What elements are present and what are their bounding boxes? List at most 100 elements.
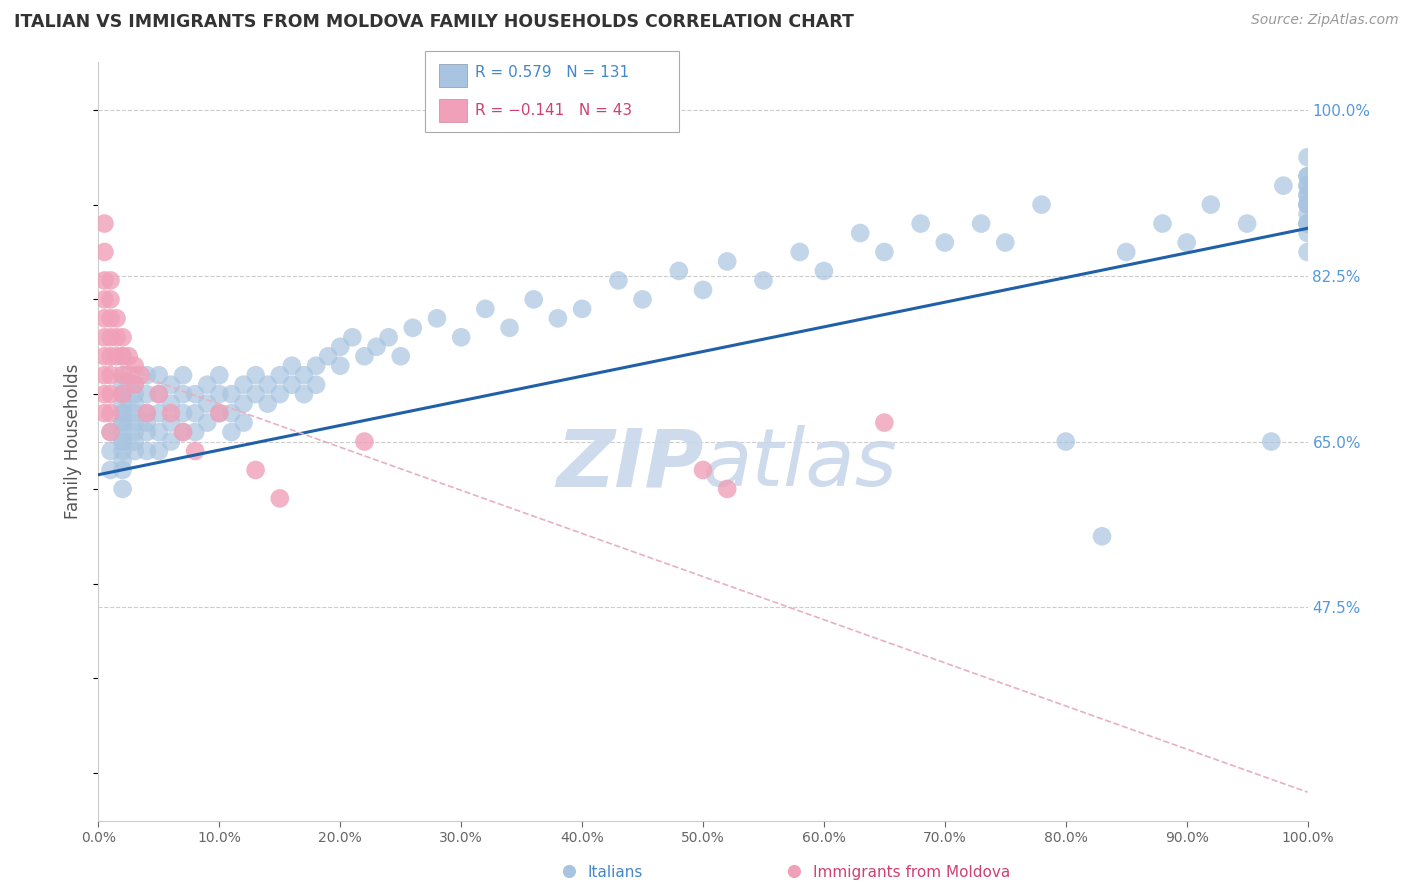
Point — [1296, 178, 1319, 193]
Point — [402, 320, 425, 334]
Point — [135, 444, 157, 458]
Point — [789, 244, 811, 259]
Text: R = −0.141   N = 43: R = −0.141 N = 43 — [475, 103, 633, 118]
Point — [111, 387, 134, 401]
Point — [111, 425, 134, 439]
Point — [100, 273, 122, 287]
Point — [269, 368, 291, 383]
Point — [124, 387, 146, 401]
Point — [1296, 178, 1319, 193]
Point — [124, 396, 146, 410]
Y-axis label: Family Households: Family Households — [65, 364, 83, 519]
Point — [1272, 178, 1295, 193]
Point — [281, 377, 304, 392]
Text: atlas: atlas — [703, 425, 898, 503]
Point — [93, 387, 115, 401]
Point — [111, 406, 134, 420]
Point — [105, 311, 128, 326]
Point — [813, 264, 835, 278]
Point — [124, 444, 146, 458]
Point — [571, 301, 593, 316]
Point — [498, 320, 520, 334]
Point — [118, 368, 141, 383]
Point — [558, 864, 581, 879]
Point — [256, 377, 278, 392]
Point — [208, 406, 231, 420]
Point — [934, 235, 956, 250]
Point — [1152, 217, 1174, 231]
Point — [124, 406, 146, 420]
Point — [353, 349, 375, 363]
Point — [1236, 217, 1258, 231]
Point — [1296, 169, 1319, 184]
Point — [1296, 188, 1319, 202]
Point — [172, 425, 194, 439]
Point — [547, 311, 569, 326]
Point — [245, 387, 267, 401]
Point — [148, 406, 170, 420]
Point — [148, 387, 170, 401]
Point — [100, 444, 122, 458]
Point — [111, 330, 134, 344]
Text: Source: ZipAtlas.com: Source: ZipAtlas.com — [1251, 13, 1399, 28]
Point — [269, 491, 291, 506]
Point — [195, 416, 218, 430]
Point — [1296, 150, 1319, 164]
Point — [232, 416, 254, 430]
Point — [366, 340, 388, 354]
Point — [100, 406, 122, 420]
Point — [160, 406, 183, 420]
Point — [1260, 434, 1282, 449]
Point — [783, 864, 806, 879]
Point — [100, 349, 122, 363]
Point — [105, 330, 128, 344]
Point — [111, 434, 134, 449]
Point — [208, 387, 231, 401]
Text: Immigrants from Moldova: Immigrants from Moldova — [813, 865, 1010, 880]
Point — [93, 244, 115, 259]
Point — [970, 217, 993, 231]
Point — [93, 217, 115, 231]
Point — [1296, 217, 1319, 231]
Point — [111, 387, 134, 401]
Point — [195, 377, 218, 392]
Point — [716, 482, 738, 496]
Point — [124, 359, 146, 373]
Point — [148, 368, 170, 383]
Point — [292, 368, 315, 383]
Point — [716, 254, 738, 268]
Point — [148, 387, 170, 401]
Point — [184, 406, 207, 420]
Point — [100, 463, 122, 477]
Point — [329, 340, 352, 354]
Point — [1296, 169, 1319, 184]
Point — [111, 349, 134, 363]
Point — [426, 311, 449, 326]
Point — [124, 416, 146, 430]
Point — [873, 416, 896, 430]
Point — [221, 425, 243, 439]
Point — [124, 434, 146, 449]
Point — [1199, 197, 1222, 211]
Point — [135, 406, 157, 420]
Point — [93, 273, 115, 287]
Point — [111, 368, 134, 383]
Point — [994, 235, 1017, 250]
Point — [1296, 217, 1319, 231]
Point — [692, 463, 714, 477]
Point — [342, 330, 364, 344]
Point — [172, 425, 194, 439]
Point — [172, 368, 194, 383]
Point — [111, 368, 134, 383]
Point — [93, 406, 115, 420]
Point — [129, 368, 152, 383]
Point — [111, 453, 134, 467]
Point — [873, 244, 896, 259]
Point — [93, 311, 115, 326]
Point — [377, 330, 399, 344]
Point — [135, 368, 157, 383]
Point — [221, 387, 243, 401]
Point — [281, 359, 304, 373]
Point — [1091, 529, 1114, 543]
Point — [93, 293, 115, 307]
